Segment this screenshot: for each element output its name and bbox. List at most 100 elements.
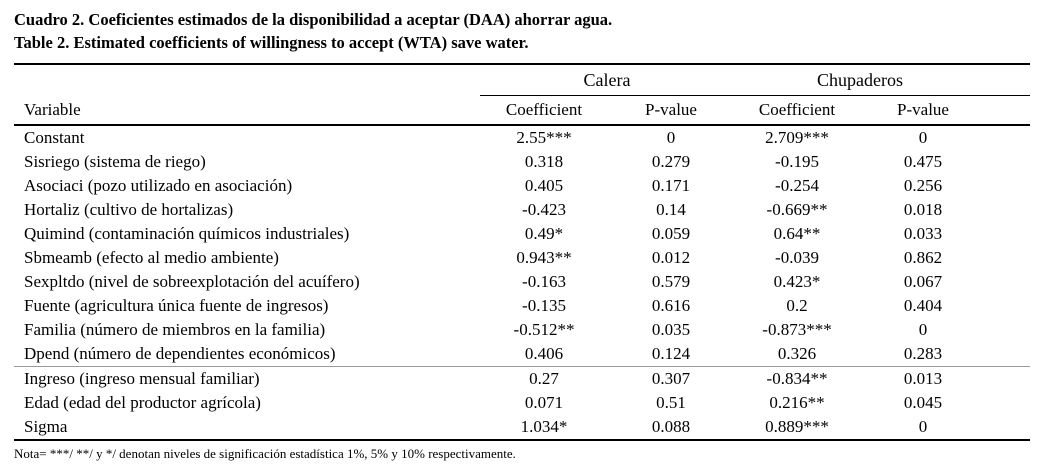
value-cell: 0.862 [903,248,943,267]
table-row: Asociaci (pozo utilizado en asociación) 0… [14,174,1030,198]
row-padding-cell [986,415,1031,441]
value-cell: 0.889*** [734,415,860,441]
value-cell: -0.195 [775,152,819,171]
table-row: Sexpltdo (nivel de sobreexplotación del … [14,270,1030,294]
variable-cell: Hortaliz (cultivo de hortalizas) [24,200,234,219]
table-row: Fuente (agricultura única fuente de ingr… [14,294,1030,318]
value-cell: 0.616 [651,296,691,315]
value-cell: 0.579 [651,272,691,291]
column-header-coefficient-chupaderos: Coefficient [734,95,860,126]
table-row: Hortaliz (cultivo de hortalizas) -0.423 0.… [14,198,1030,222]
variable-cell: Sbmeamb (efecto al medio ambiente) [24,248,279,267]
value-cell: 0.405 [524,176,564,195]
row-padding-cell [986,367,1030,392]
value-cell: -0.669** [766,200,828,219]
value-cell: 0.171 [651,176,691,195]
value-cell: 1.034* [480,415,608,441]
variable-cell: Ingreso (ingreso mensual familiar) [24,369,260,388]
column-header-pvalue-chupaderos: P-value [860,95,987,126]
value-cell: 0.51 [656,393,686,412]
row-padding-cell [986,318,1030,342]
variable-cell: Quimind (contaminación químicos industri… [24,224,350,243]
row-padding-cell [986,391,1030,415]
value-cell: 0.256 [903,176,943,195]
group-header-empty [14,64,480,96]
value-cell: 0.943** [516,248,572,267]
table-row: Quimind (contaminación químicos industri… [14,222,1030,246]
value-cell: 0.018 [903,200,943,219]
value-cell: 2.55*** [516,128,572,147]
value-cell: 0.423* [773,272,821,291]
row-padding-cell [986,246,1030,270]
column-header-coefficient-calera: Coefficient [480,95,608,126]
variable-cell: Familia (número de miembros en la famili… [24,320,326,339]
value-cell: 0.27 [529,369,559,388]
column-header-pvalue-calera: P-value [608,95,734,126]
value-cell: 0.033 [903,224,943,243]
coefficients-table: Calera Chupaderos Variable Coefficient P… [14,63,1031,441]
table-body: Constant 2.55*** 0 2.709*** 0 Sisriego (siste… [14,125,1031,441]
value-cell: 0.045 [903,393,943,412]
row-padding-cell [986,294,1030,318]
row-padding-cell [986,150,1030,174]
value-cell: 0.64** [773,224,821,243]
value-cell: 0.013 [903,369,943,388]
table-row: Sisriego (sistema de riego) 0.318 0.279 -0.… [14,150,1030,174]
variable-cell: Sigma [14,415,480,441]
value-cell: -0.512** [513,320,575,339]
value-cell: -0.834** [766,369,828,388]
value-cell: 0 [860,415,987,441]
value-cell: 0.14 [656,200,686,219]
value-cell: 2.709*** [765,128,829,147]
value-cell: 0.283 [860,342,987,367]
group-header-row: Calera Chupaderos [14,64,1031,96]
value-cell: -0.873*** [762,320,832,339]
table-row: Edad (edad del productor agrícola) 0.071 0… [14,391,1030,415]
group-header-chupaderos: Chupaderos [734,64,987,96]
row-padding-cell [986,125,1030,150]
value-cell: 0.318 [524,152,564,171]
value-cell: -0.254 [775,176,819,195]
column-header-row: Variable Coefficient P-value Coefficient… [14,95,1031,126]
table-row: Sbmeamb (efecto al medio ambiente) 0.943*… [14,246,1030,270]
row-padding-cell [986,222,1030,246]
column-header-variable: Variable [14,95,480,126]
value-cell: -0.039 [775,248,819,267]
variable-cell: Dpend (número de dependientes económicos… [14,342,480,367]
value-cell: -0.163 [522,272,566,291]
variable-cell: Edad (edad del productor agrícola) [24,393,261,412]
significance-note: Nota= ***/ **/ y */ denotan niveles de s… [14,446,516,461]
value-cell: 0.49* [524,224,564,243]
value-cell: 0 [918,128,928,147]
row-padding-cell [986,198,1030,222]
variable-cell: Sexpltdo (nivel de sobreexplotación del … [24,272,360,291]
value-cell: 0.071 [524,393,564,412]
title-spanish: Cuadro 2. Coeficientes estimados de la d… [14,10,613,29]
table-row: Constant 2.55*** 0 2.709*** 0 [14,125,1030,150]
row-padding-cell [986,174,1030,198]
value-cell: 0.088 [608,415,734,441]
value-cell: -0.135 [522,296,566,315]
title-english: Table 2. Estimated coefficients of willi… [14,33,529,52]
row-padding-cell [986,270,1030,294]
value-cell: 0.404 [903,296,943,315]
value-cell: 0.216** [769,393,825,412]
value-cell: -0.423 [522,200,566,219]
value-cell: 0.406 [480,342,608,367]
table-row: Dpend (número de dependientes económicos… [14,342,1031,367]
column-header-pad [986,95,1031,126]
value-cell: 0.012 [651,248,691,267]
variable-cell: Constant [24,128,85,147]
value-cell: 0.326 [734,342,860,367]
table-row: Ingreso (ingreso mensual familiar) 0.27 0.… [14,367,1030,392]
value-cell: 0.035 [651,320,691,339]
variable-cell: Asociaci (pozo utilizado en asociación) [24,176,293,195]
value-cell: 0.279 [651,152,691,171]
variable-cell: Fuente (agricultura única fuente de ingr… [24,296,329,315]
value-cell: 0.059 [651,224,691,243]
value-cell: 0.475 [903,152,943,171]
value-cell: 0 [666,128,676,147]
row-padding-cell [986,342,1031,367]
table-titles: Cuadro 2. Coeficientes estimados de la d… [0,8,1038,54]
